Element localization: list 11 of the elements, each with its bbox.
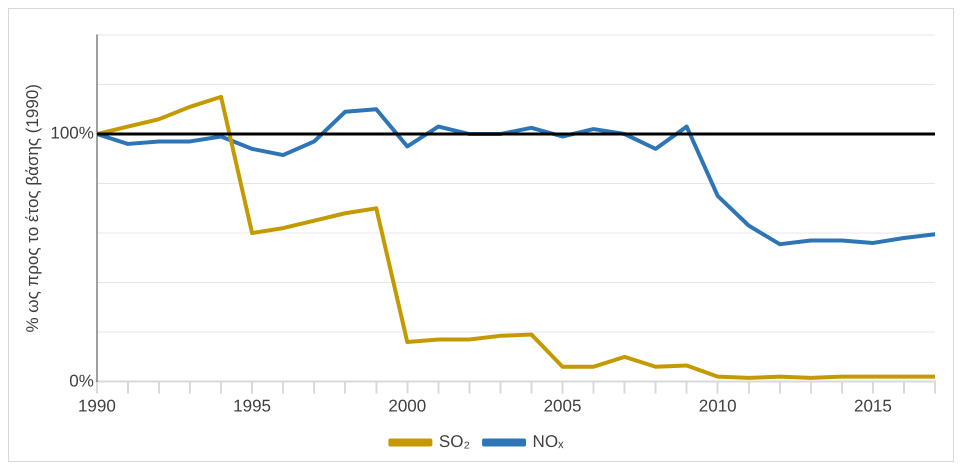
legend-label: SO₂	[438, 432, 470, 452]
x-tick-label: 2015	[854, 396, 892, 416]
x-tick-label: 1990	[78, 396, 116, 416]
y-tick-label: 100%	[50, 124, 94, 143]
x-tick-label: 1995	[233, 396, 271, 416]
y-axis-title: % ως προς το έτος βάσης (1990)	[22, 84, 42, 333]
legend-label: NOₓ	[532, 432, 564, 452]
x-tick-label: 2005	[544, 396, 582, 416]
y-tick-label: 0%	[69, 371, 94, 390]
x-tick-label: 2010	[698, 396, 737, 416]
x-tick-label: 2000	[388, 396, 426, 416]
